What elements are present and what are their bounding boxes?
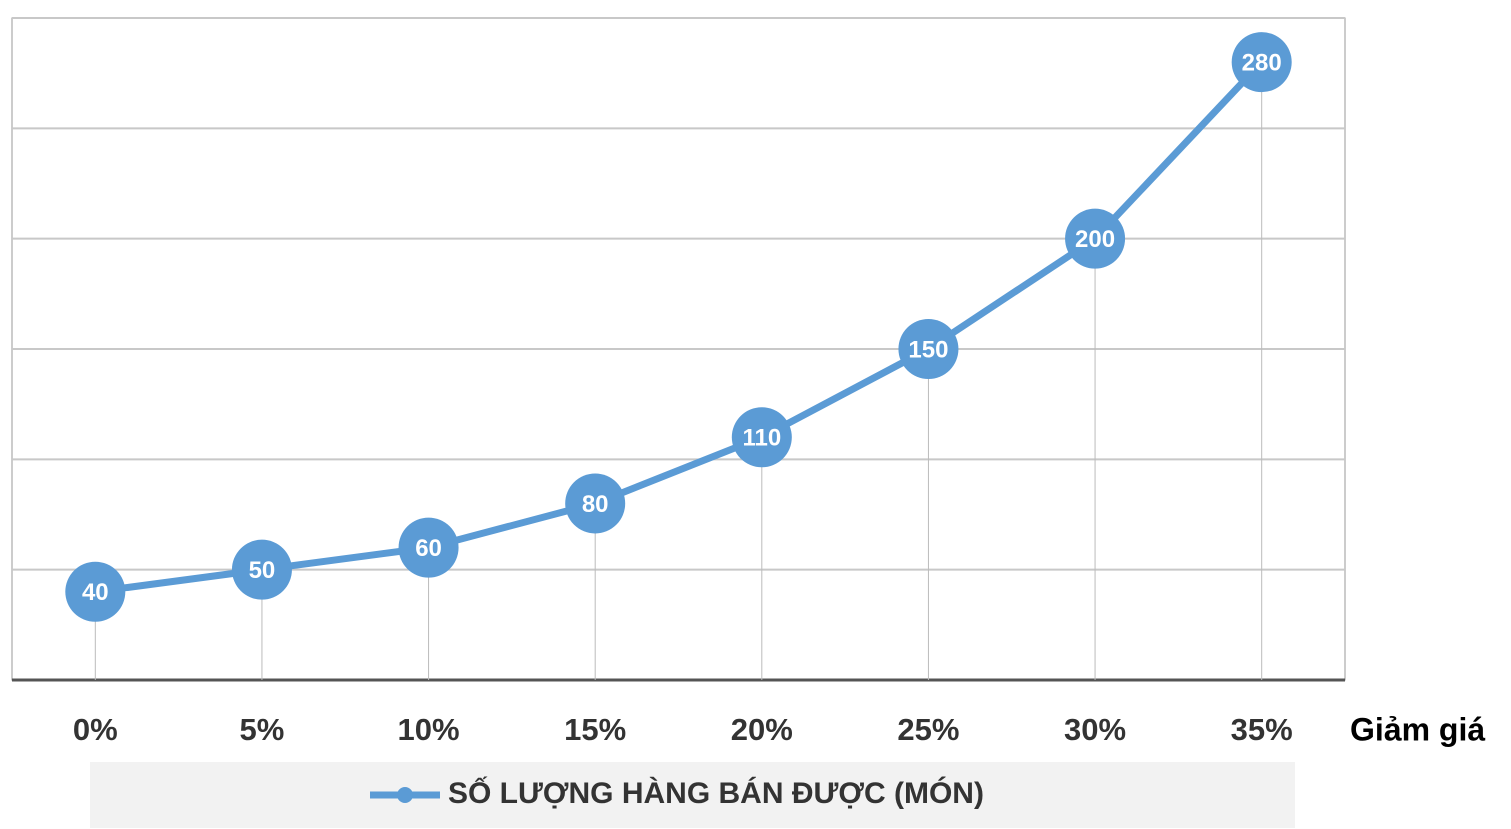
data-point — [1231, 32, 1292, 93]
x-tick-label: 20% — [731, 712, 793, 747]
data-point — [398, 517, 459, 578]
data-label: 150 — [908, 336, 948, 363]
data-label: 60 — [415, 535, 442, 562]
data-point — [565, 473, 626, 534]
series-line — [94, 59, 1265, 596]
x-tick-label: 35% — [1231, 712, 1293, 747]
data-label: 50 — [249, 557, 276, 584]
legend-box — [90, 762, 1295, 828]
data-point — [731, 407, 792, 468]
x-tick-label: 15% — [564, 712, 626, 747]
data-label: 40 — [82, 579, 109, 606]
data-point — [898, 319, 959, 379]
data-label: 110 — [742, 425, 781, 452]
legend-marker — [397, 787, 413, 803]
data-label: 280 — [1242, 49, 1282, 76]
data-point — [231, 539, 292, 600]
legend-label: SỐ LƯỢNG HÀNG BÁN ĐƯỢC (MÓN) — [448, 776, 984, 810]
x-tick-label: 10% — [398, 712, 460, 747]
x-tick-label: 0% — [73, 712, 118, 747]
x-axis-label: Giảm giá — [1350, 711, 1485, 747]
data-label: 200 — [1075, 226, 1115, 253]
data-point — [1065, 208, 1126, 269]
x-tick-label: 5% — [240, 712, 285, 747]
x-tick-label: 25% — [897, 712, 959, 747]
data-point — [65, 561, 126, 622]
x-tick-label: 30% — [1064, 712, 1126, 747]
data-label: 80 — [582, 491, 609, 518]
